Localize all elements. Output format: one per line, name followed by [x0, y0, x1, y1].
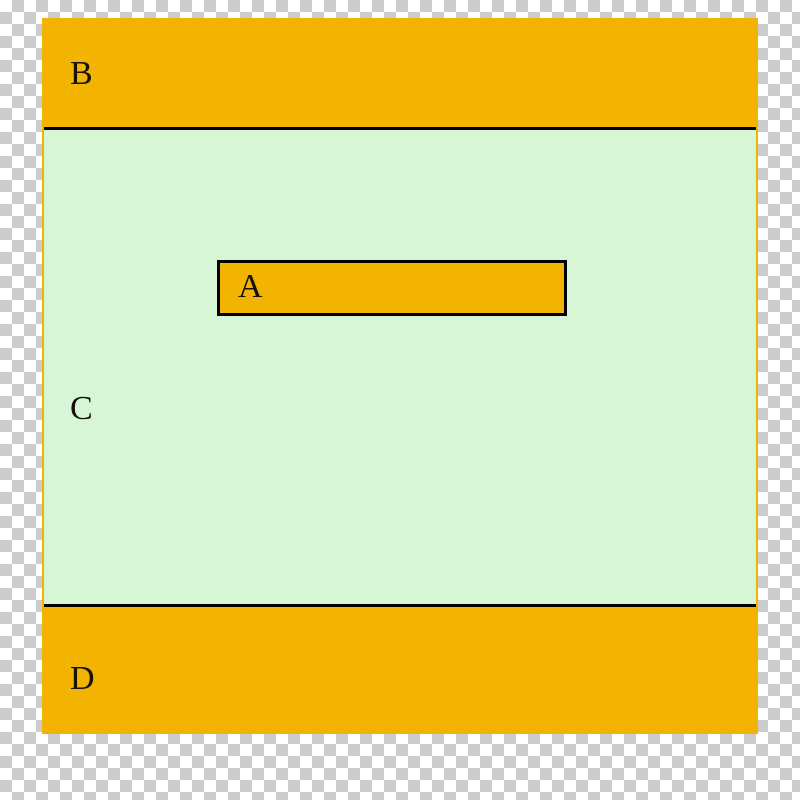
label-d: D: [70, 660, 95, 698]
region-c: [42, 130, 758, 604]
region-a: [217, 260, 567, 316]
diagram-stage: B C D A: [0, 0, 800, 800]
label-b: B: [70, 55, 93, 93]
label-c: C: [70, 390, 93, 428]
region-b: [42, 18, 758, 130]
label-a: A: [238, 268, 263, 306]
region-d: [42, 604, 758, 734]
